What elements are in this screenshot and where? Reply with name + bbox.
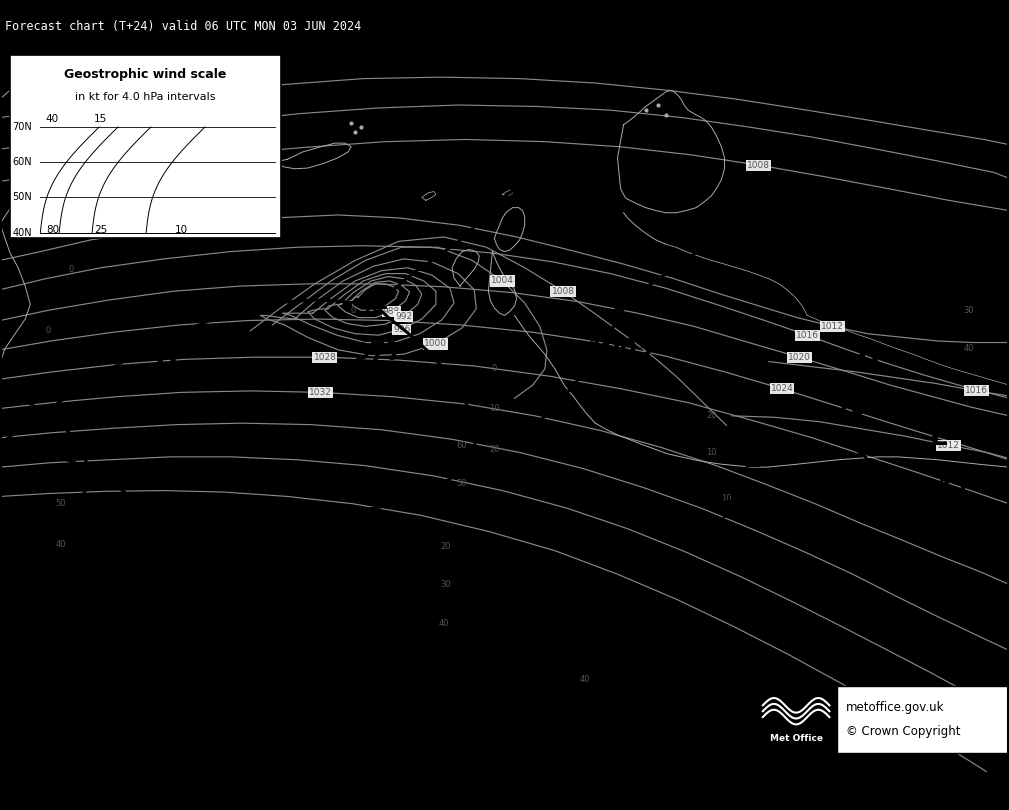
Text: 10: 10 [721,494,732,503]
Text: 1000: 1000 [425,339,447,348]
Text: L: L [743,445,761,473]
Text: 80: 80 [45,224,60,235]
Text: 1034: 1034 [133,396,200,420]
Text: 40: 40 [964,344,974,353]
Text: 40N: 40N [12,228,31,237]
Text: 988: 988 [382,307,401,316]
Text: 1016: 1016 [966,386,988,395]
Text: 1024: 1024 [771,384,793,393]
Text: 70N: 70N [12,122,32,132]
Text: 1017: 1017 [834,396,901,420]
Text: 30: 30 [964,305,974,315]
Text: 0: 0 [68,265,74,274]
Text: 1020: 1020 [788,352,810,362]
Text: 992: 992 [396,312,412,321]
Text: 1032: 1032 [355,535,422,560]
Text: in kt for 4.0 hPa intervals: in kt for 4.0 hPa intervals [75,92,216,102]
Text: 40: 40 [45,113,60,124]
Bar [10,55,281,238]
Text: 0: 0 [491,364,497,373]
Text: L: L [369,288,387,315]
Text: 25: 25 [94,224,108,235]
Text: 1003: 1003 [587,338,654,361]
Text: 1032: 1032 [310,388,332,397]
Text: 1012: 1012 [937,441,960,450]
Text: 10: 10 [175,224,189,235]
Text: L: L [611,284,630,312]
Text: L: L [929,423,947,451]
Bar [755,685,837,753]
Text: 10: 10 [706,448,716,457]
Text: 30: 30 [441,580,451,589]
Text: 60: 60 [457,441,467,450]
Text: 1016: 1016 [796,330,818,339]
Text: 1012: 1012 [821,322,844,331]
Text: 40: 40 [439,619,449,628]
Text: 1011: 1011 [905,476,972,501]
Text: 20: 20 [706,411,716,420]
Text: L: L [238,603,256,631]
Text: 60N: 60N [12,157,31,167]
Text: 10: 10 [489,404,499,413]
Text: Met Office: Met Office [770,734,822,743]
Text: metoffice.gov.uk: metoffice.gov.uk [846,701,944,714]
Text: 50: 50 [55,499,66,509]
Text: H: H [155,343,178,370]
Text: H: H [857,343,879,370]
Text: 40: 40 [580,676,590,684]
Text: 1012: 1012 [718,499,785,522]
Text: Forecast chart (T+24) valid 06 UTC MON 03 JUN 2024: Forecast chart (T+24) valid 06 UTC MON 0… [5,19,361,33]
Text: 1008: 1008 [552,287,574,296]
Text: 40: 40 [55,540,66,549]
Bar [837,685,1009,753]
Text: 50N: 50N [12,192,32,202]
Text: 0: 0 [45,326,51,335]
Text: Geostrophic wind scale: Geostrophic wind scale [65,68,226,81]
Text: 1004: 1004 [491,276,514,285]
Text: H: H [377,482,400,509]
Text: © Crown Copyright: © Crown Copyright [846,725,960,738]
Text: 50: 50 [457,480,467,488]
Text: 20: 20 [489,445,499,454]
Text: 1015: 1015 [214,656,281,680]
Text: 20: 20 [441,542,451,551]
Text: 977: 977 [353,341,404,365]
Text: 15: 15 [94,113,108,124]
Text: 1008: 1008 [748,160,770,169]
Text: 1028: 1028 [314,352,336,362]
Text: 996: 996 [393,325,411,334]
Text: 0: 0 [350,305,356,315]
